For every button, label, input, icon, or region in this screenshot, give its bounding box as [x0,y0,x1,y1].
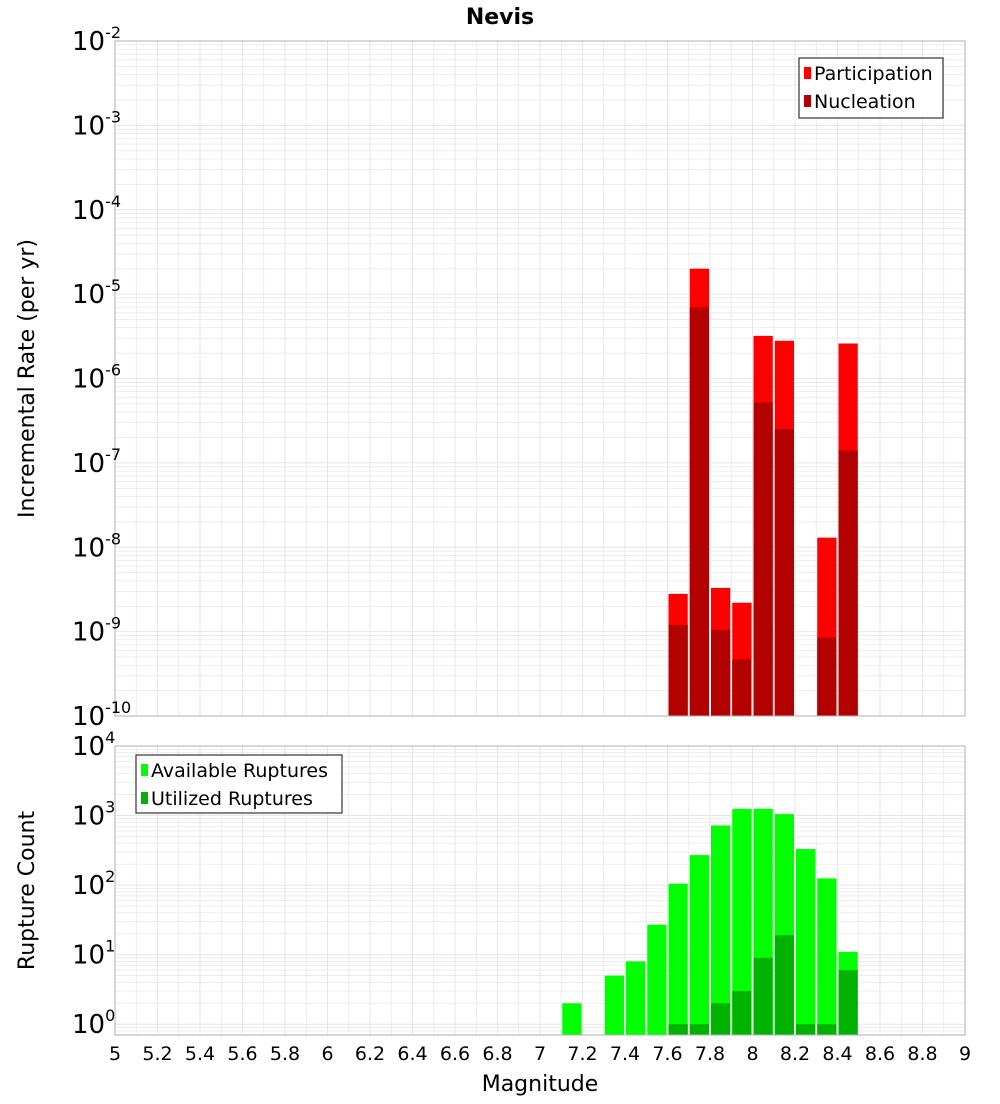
count-y-tick-label: 101 [72,937,115,971]
count-y-tick-label: 103 [72,798,115,832]
x-tick-label: 6.6 [440,1043,470,1065]
rate-y-tick-label: 10-3 [72,107,121,141]
x-tick-label: 5.8 [270,1043,300,1065]
count-y-tick-label: 102 [72,867,115,901]
count-legend-box [135,754,343,814]
rate-y-tick-label: 10-8 [72,529,121,563]
rate-y-axis-label: Incremental Rate (per yr) [15,239,40,518]
x-tick-label: 8.8 [907,1043,937,1065]
x-tick-label: 5.6 [227,1043,257,1065]
count-bar-s1 [562,1003,582,1035]
count-bar-s2 [817,1024,837,1035]
rate-y-tick-label: 10-10 [72,698,131,732]
count-plot-border [114,745,966,1036]
count-bar-s1 [817,878,837,1035]
count-bar-s2 [668,1024,688,1035]
chart-title: Nevis [466,5,534,30]
x-tick-label: 6 [321,1043,333,1065]
rate-bar-s2 [689,307,709,716]
x-tick-label: 7.4 [610,1043,640,1065]
count-y-tick-label: 104 [72,728,115,762]
count-bar-s1 [647,924,667,1035]
rate-bar-s2 [838,450,858,716]
rate-bar-s2 [732,659,752,716]
count-bar-s2 [732,991,752,1035]
rate-legend-swatch [804,95,811,107]
count-legend-swatch [141,792,148,804]
rate-y-tick-label: 10-5 [72,276,121,310]
count-legend-label: Available Ruptures [151,760,328,782]
x-tick-label: 7 [534,1043,546,1065]
x-tick-label: 6.2 [355,1043,385,1065]
count-bar-s2 [689,1024,709,1035]
count-legend-label: Utilized Ruptures [151,788,313,810]
rate-y-tick-label: 10-2 [72,23,121,57]
rate-bar-s2 [753,402,773,716]
count-legend-swatch [141,764,148,776]
count-bar-s2 [753,957,773,1035]
rate-bar-s2 [711,629,731,716]
count-bar-s1 [668,883,688,1035]
x-axis-label: Magnitude [482,1072,599,1097]
x-tick-label: 8.4 [822,1043,852,1065]
count-bar-s2 [796,1024,816,1035]
x-tick-label: 8 [746,1043,758,1065]
count-bar-s1 [796,849,816,1035]
count-y-axis-label: Rupture Count [15,811,40,971]
rate-legend-label: Participation [814,63,933,85]
rate-plot-border [114,40,966,717]
count-bar-s1 [732,808,752,1035]
count-bar-s2 [838,970,858,1035]
rate-y-tick-label: 10-7 [72,445,121,479]
x-tick-label: 7.6 [652,1043,682,1065]
rate-bar-s2 [817,637,837,716]
x-tick-label: 5.4 [185,1043,215,1065]
x-tick-label: 8.2 [780,1043,810,1065]
x-tick-label: 5 [109,1043,121,1065]
x-tick-label: 7.8 [695,1043,725,1065]
rate-legend-box [798,57,944,119]
count-bar-s1 [711,825,731,1035]
x-tick-label: 8.6 [865,1043,895,1065]
rate-legend-label: Nucleation [814,91,916,113]
count-bar-s1 [626,961,646,1035]
x-tick-label: 9 [959,1043,971,1065]
x-tick-label: 5.2 [142,1043,172,1065]
x-tick-label: 6.4 [397,1043,427,1065]
count-bar-s1 [689,855,709,1035]
count-y-tick-label: 100 [72,1006,115,1040]
rate-y-tick-label: 10-6 [72,361,121,395]
rate-bar-s2 [774,429,794,716]
count-bar-s2 [774,935,794,1035]
rate-y-tick-label: 10-4 [72,192,121,226]
rate-legend-swatch [804,67,811,79]
count-bar-s1 [604,975,624,1035]
x-tick-label: 6.8 [482,1043,512,1065]
rate-bar-s2 [668,624,688,716]
count-bar-s2 [711,1003,731,1035]
x-tick-label: 7.2 [567,1043,597,1065]
rate-y-tick-label: 10-9 [72,614,121,648]
